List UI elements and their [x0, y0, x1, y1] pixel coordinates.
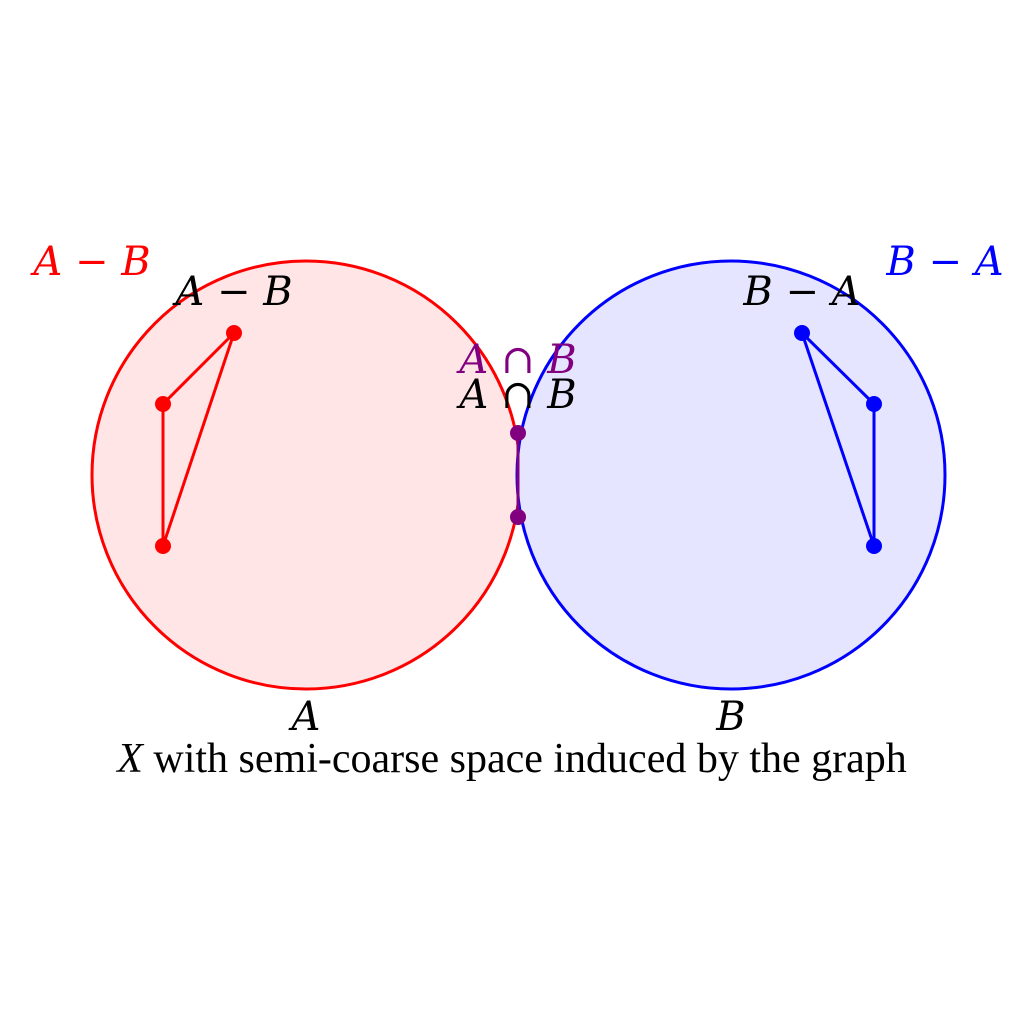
- edge-b-1: [800, 331, 876, 406]
- label-intersection-colored: A ∩ B: [455, 337, 576, 383]
- caption-variable: X: [115, 736, 145, 782]
- node-ab-2: [510, 509, 526, 525]
- node-a-2: [155, 396, 171, 412]
- set-a-circle: [90, 259, 522, 691]
- caption-text: with semi-coarse space induced by the gr…: [143, 736, 907, 782]
- edge-a-2: [161, 332, 236, 547]
- node-a-1: [226, 325, 242, 341]
- node-b-2: [866, 396, 882, 412]
- graph-intersection: [510, 425, 526, 525]
- set-b-circle: [515, 259, 947, 691]
- node-b-1: [794, 325, 810, 341]
- label-b-minus-a-outer: B − A: [885, 239, 1003, 285]
- node-a-3: [155, 538, 171, 554]
- edge-b-2: [800, 332, 876, 547]
- label-intersection-black: A ∩ B: [455, 372, 576, 418]
- diagram-caption: X with semi-coarse space induced by the …: [115, 736, 907, 782]
- label-a-minus-b-outer: A − B: [29, 239, 150, 285]
- label-b-minus-a-inner: B − A: [742, 269, 860, 315]
- label-a-minus-b-inner: A − B: [171, 269, 292, 315]
- node-b-3: [866, 538, 882, 554]
- graph-a-minus-b: [155, 325, 242, 554]
- edge-a-1: [161, 331, 236, 406]
- label-set-b: B: [715, 694, 745, 740]
- node-ab-1: [510, 425, 526, 441]
- label-set-a: A: [288, 694, 321, 740]
- graph-b-minus-a: [794, 325, 882, 554]
